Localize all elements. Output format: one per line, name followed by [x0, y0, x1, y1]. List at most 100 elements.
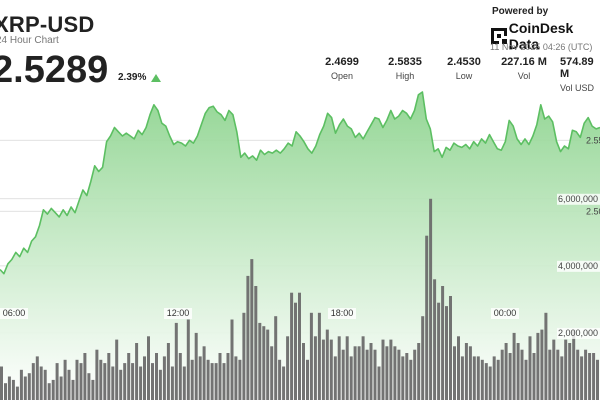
symbol-title: XRP-USD — [0, 12, 95, 37]
volume-bars — [0, 198, 599, 400]
volume-bar — [321, 339, 325, 400]
volume-bar — [472, 356, 476, 400]
volume-bar — [504, 343, 508, 400]
volume-bar — [520, 349, 524, 400]
stat-label: Open — [330, 71, 354, 81]
stat-low: 2.4530 Low — [434, 56, 494, 81]
volume-bar — [353, 346, 357, 400]
volume-bar — [357, 346, 361, 400]
volume-bar — [214, 363, 218, 400]
volume-bar — [333, 356, 337, 400]
volume-bar — [568, 343, 572, 400]
volume-bar — [147, 336, 150, 400]
volume-bar — [51, 379, 55, 400]
volume-bar — [7, 376, 11, 400]
volume-bar — [572, 329, 576, 400]
volume-bar — [365, 349, 369, 400]
volume-bar — [393, 346, 397, 400]
volume-bar — [210, 363, 214, 400]
volume-bar — [361, 336, 365, 400]
volume-bar — [95, 349, 99, 400]
volume-bar — [23, 376, 27, 400]
label-background — [164, 308, 192, 319]
volume-bar — [59, 376, 63, 400]
volume-bar — [317, 312, 321, 400]
volume-bar — [524, 359, 528, 400]
volume-bar — [313, 336, 317, 400]
volume-bar — [480, 359, 484, 400]
volume-y-tick-label: 2,000,000 — [558, 328, 598, 338]
volume-bar — [417, 343, 421, 400]
volume-bar — [576, 349, 580, 400]
stat-open: 2.4699 Open — [312, 56, 372, 81]
volume-bar — [468, 346, 472, 400]
volume-bar — [47, 383, 51, 400]
volume-bar — [290, 292, 294, 400]
volume-bar — [508, 353, 512, 400]
volume-bar — [560, 356, 564, 400]
volume-bar — [182, 366, 186, 400]
volume-bar — [135, 343, 139, 400]
volume-bar — [254, 286, 258, 400]
volume-bar — [174, 322, 178, 400]
volume-bar — [544, 312, 548, 400]
volume-bar — [198, 356, 202, 400]
chart-subtitle: 24 Hour Chart — [0, 35, 59, 46]
volume-bar — [309, 312, 313, 400]
volume-bar — [341, 349, 345, 400]
volume-bar — [532, 353, 536, 400]
volume-bar — [409, 359, 413, 400]
volume-bar — [302, 343, 305, 400]
volume-bar — [460, 356, 464, 400]
volume-bar — [170, 366, 174, 400]
label-background — [557, 327, 600, 339]
current-price: 2.5289 — [0, 49, 109, 91]
volume-bar — [516, 343, 520, 400]
volume-bar — [202, 346, 206, 400]
volume-bar — [496, 359, 500, 400]
volume-bar — [115, 339, 119, 400]
volume-bar — [143, 356, 146, 400]
stat-value: 574.89 M — [560, 56, 594, 80]
volume-bar — [488, 366, 492, 400]
volume-bar — [528, 336, 532, 400]
volume-bar — [123, 363, 127, 400]
volume-bar — [369, 343, 373, 400]
volume-bar — [278, 359, 282, 400]
volume-bar — [457, 336, 460, 400]
volume-bar — [19, 369, 23, 400]
up-arrow-icon — [151, 74, 161, 82]
volume-bar — [119, 369, 123, 400]
volume-bar — [39, 366, 43, 400]
volume-bar — [441, 286, 445, 400]
volume-bar — [87, 373, 91, 400]
volume-bar — [55, 363, 59, 400]
volume-bar — [389, 339, 393, 400]
volume-bar — [548, 349, 552, 400]
volume-bar — [162, 356, 166, 400]
volume-bar — [238, 359, 242, 400]
volume-bar — [158, 369, 162, 400]
x-tick-label: 18:00 — [331, 308, 354, 318]
volume-bar — [190, 359, 194, 400]
volume-bar — [27, 373, 31, 400]
volume-bar — [580, 356, 584, 400]
stat-label: High — [395, 71, 415, 81]
volume-bar — [306, 359, 309, 400]
volume-bar — [298, 292, 301, 400]
volume-bar — [592, 353, 596, 400]
stat-label: Vol — [517, 71, 531, 81]
volume-bar — [15, 386, 19, 400]
price-y-tick-label: 2.55 — [586, 135, 600, 145]
volume-bar — [536, 332, 540, 400]
volume-bar — [337, 336, 341, 400]
label-background — [0, 308, 28, 319]
volume-bar — [103, 363, 107, 400]
label-background — [557, 193, 600, 205]
volume-bar — [218, 353, 222, 400]
volume-bar — [258, 322, 262, 400]
coindesk-logo-icon — [491, 28, 507, 44]
volume-bar — [564, 339, 568, 400]
volume-bar — [421, 316, 425, 400]
